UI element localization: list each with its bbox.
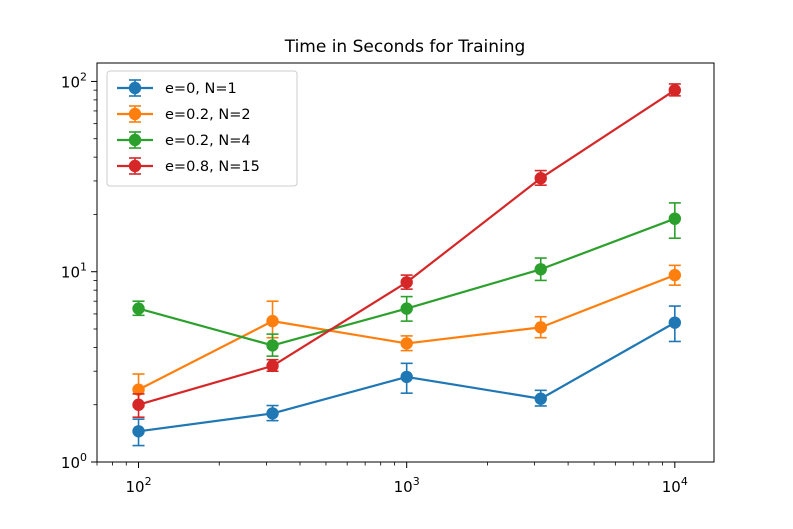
data-point	[534, 392, 547, 405]
legend-entry: e=0.2, N=4	[117, 131, 251, 149]
data-point	[400, 302, 413, 315]
legend-label: e=0.2, N=4	[165, 133, 251, 149]
data-point	[668, 268, 682, 282]
chart-title: Time in Seconds for Training	[284, 37, 526, 57]
x-tick-label: 103	[394, 475, 420, 496]
data-point	[668, 83, 682, 97]
data-point	[266, 339, 279, 352]
series-2	[132, 264, 682, 408]
y-tick-label: 100	[61, 451, 87, 472]
legend-entry: e=0.2, N=2	[117, 105, 251, 123]
data-point	[132, 383, 145, 396]
axes: 102 103 104 100 101 102	[61, 70, 688, 496]
data-point	[400, 370, 413, 384]
data-point	[266, 314, 279, 328]
data-point	[400, 276, 413, 289]
data-point	[132, 302, 145, 315]
plot-frame	[96, 62, 715, 463]
legend-label: e=0.8, N=15	[165, 159, 260, 175]
legend-marker	[128, 159, 142, 173]
y-tick-label: 102	[61, 70, 87, 91]
x-tick-label: 104	[662, 475, 688, 496]
legend-label: e=0.2, N=2	[165, 107, 251, 123]
legend-entry: e=0, N=1	[117, 79, 237, 97]
data-point	[266, 407, 279, 420]
data-point	[534, 263, 547, 276]
legend-box	[106, 70, 298, 187]
data-point	[668, 316, 682, 329]
data-point	[132, 425, 145, 438]
data-point	[132, 398, 145, 411]
series-3	[132, 202, 682, 357]
legend: e=0, N=1 e=0.2, N=2 e=0.2, N=4 e=0.8, N=15	[106, 70, 298, 187]
legend-label: e=0, N=1	[165, 81, 237, 97]
data-point	[266, 359, 279, 373]
legend-marker	[128, 133, 142, 147]
y-tick-label: 101	[61, 261, 87, 282]
data-point	[400, 337, 413, 350]
legend-marker	[128, 81, 142, 95]
series-4	[132, 83, 682, 418]
series-1	[132, 305, 682, 447]
x-tick-label: 102	[125, 475, 151, 496]
legend-entry: e=0.8, N=15	[117, 157, 260, 175]
data-point	[668, 212, 682, 225]
data-point	[534, 172, 547, 185]
legend-marker	[128, 107, 142, 121]
series-layer	[132, 83, 682, 447]
data-point	[534, 321, 547, 334]
